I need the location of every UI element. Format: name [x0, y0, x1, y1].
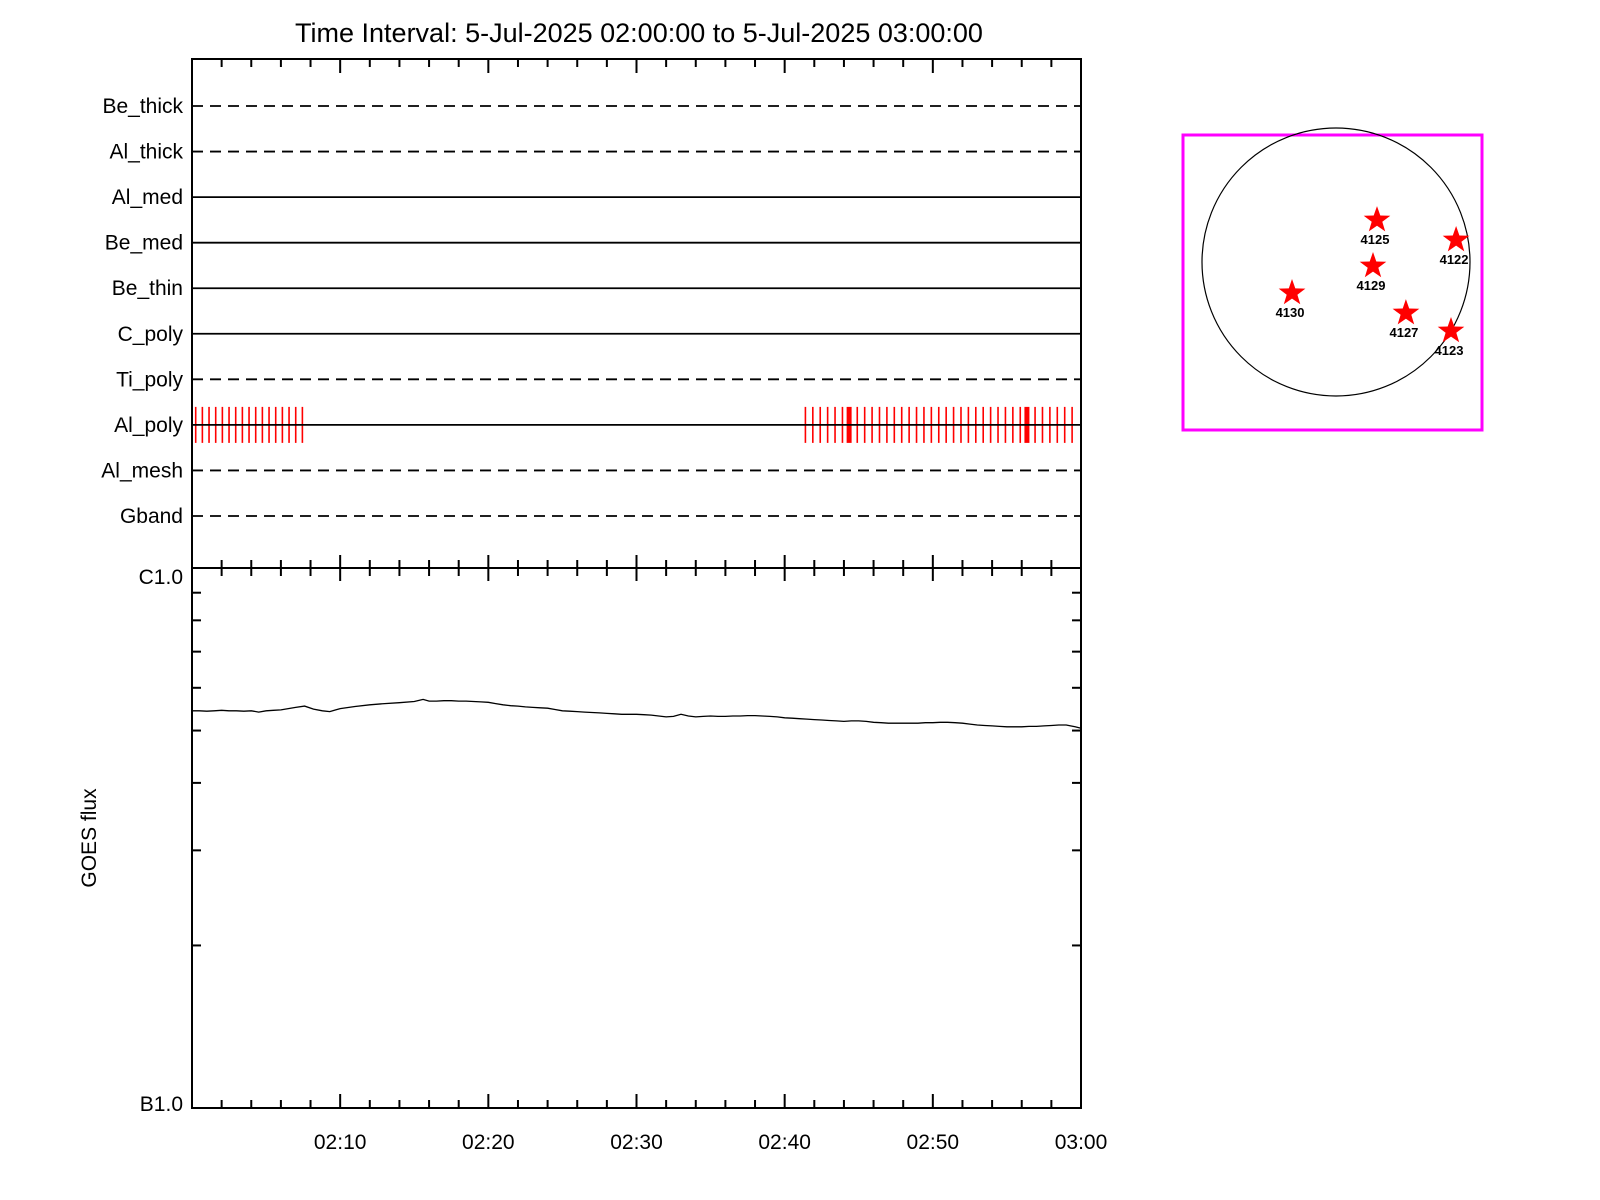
filter-label-al-poly: Al_poly: [114, 414, 183, 437]
filter-label-ti-poly: Ti_poly: [116, 368, 183, 391]
x-tick-label-03-00: 03:00: [1055, 1131, 1108, 1154]
active-region-star-4129: [1359, 252, 1387, 278]
x-tick-label-02-50: 02:50: [907, 1131, 960, 1154]
plot-title: Time Interval: 5-Jul-2025 02:00:00 to 5-…: [295, 18, 983, 48]
active-region-label-4123: 4123: [1435, 343, 1464, 358]
active-region-label-4130: 4130: [1276, 305, 1305, 320]
goes-flux-curve: [192, 698, 1082, 729]
active-region-star-4122: [1442, 226, 1470, 252]
filter-label-be-med: Be_med: [105, 232, 183, 255]
filter-label-be-thick: Be_thick: [102, 95, 183, 118]
filter-label-al-med: Al_med: [112, 186, 183, 209]
active-region-star-4125: [1363, 206, 1391, 232]
filter-label-al-mesh: Al_mesh: [101, 459, 183, 482]
x-tick-label-02-20: 02:20: [462, 1131, 515, 1154]
active-region-label-4129: 4129: [1357, 278, 1386, 293]
goes-axis-top-label: C1.0: [139, 566, 183, 589]
active-region-label-4122: 4122: [1440, 252, 1469, 267]
inset-border: [1181, 133, 1484, 432]
active-region-label-4127: 4127: [1389, 325, 1418, 340]
x-tick-label-02-40: 02:40: [758, 1131, 811, 1154]
filter-panel-border: [191, 58, 1082, 569]
x-tick-label-02-30: 02:30: [610, 1131, 663, 1154]
filter-label-be-thin: Be_thin: [112, 277, 183, 300]
goes-panel-border: [191, 567, 1082, 1109]
filter-label-c-poly: C_poly: [118, 323, 184, 346]
solar-limb: [1201, 127, 1471, 397]
goes-axis-bottom-label: B1.0: [140, 1093, 183, 1116]
active-region-star-4130: [1278, 279, 1306, 305]
x-tick-label-02-10: 02:10: [314, 1131, 367, 1154]
plot-body: Be_thick Al_thick Al_med Be_med Be_thin C_pol…: [101, 58, 1484, 1154]
active-region-star-4123: [1437, 317, 1465, 343]
active-region-star-4127: [1392, 299, 1420, 325]
filter-label-gband: Gband: [120, 505, 183, 528]
filter-label-al-thick: Al_thick: [109, 141, 183, 164]
active-region-label-4125: 4125: [1361, 232, 1390, 247]
goes-ylabel: GOES flux: [78, 788, 101, 888]
